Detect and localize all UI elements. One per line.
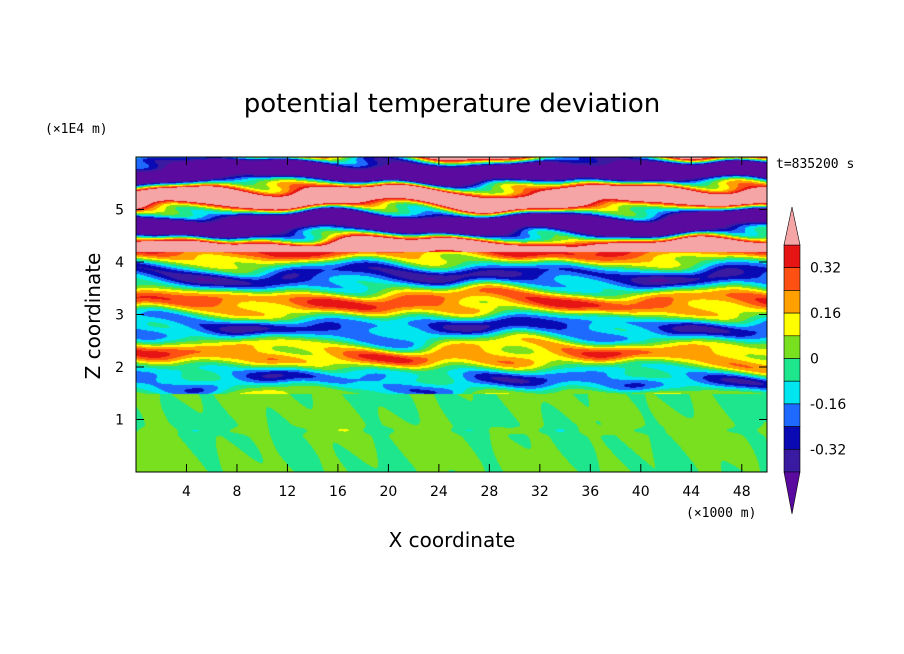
colorbar-bin bbox=[783, 335, 801, 359]
x-axis-ticks: 4 8 12 16 20 24 28 32 36 40 44 48 bbox=[182, 157, 751, 500]
y-tick-label: 4 bbox=[115, 255, 124, 271]
y-tick-label: 3 bbox=[115, 308, 124, 324]
x-tick-label: 20 bbox=[379, 484, 397, 500]
y-tick-label: 2 bbox=[115, 360, 124, 376]
colorbar-label: 0 bbox=[810, 352, 819, 368]
x-tick-label: 28 bbox=[480, 484, 498, 500]
colorbar-bin bbox=[783, 244, 801, 269]
colorbar-label: 0.32 bbox=[810, 261, 841, 277]
colorbar-bin bbox=[783, 267, 801, 291]
colorbar-bin bbox=[783, 290, 801, 314]
chart-title: potential temperature deviation bbox=[244, 89, 660, 119]
x-tick-label: 32 bbox=[531, 484, 549, 500]
contour-field-image bbox=[136, 157, 767, 472]
x-tick-label: 24 bbox=[430, 484, 448, 500]
colorbar-bin bbox=[783, 380, 801, 405]
y-tick-label: 5 bbox=[115, 203, 124, 219]
x-tick-label: 36 bbox=[581, 484, 599, 500]
colorbar-label: -0.16 bbox=[810, 397, 846, 413]
colorbar-max-arrow bbox=[783, 206, 801, 246]
colorbar-bin bbox=[783, 403, 801, 427]
colorbar: 0.32 0.16 0 -0.16 -0.32 bbox=[783, 206, 846, 515]
colorbar-min-arrow bbox=[783, 471, 801, 515]
x-tick-label: 44 bbox=[682, 484, 700, 500]
colorbar-bin bbox=[783, 312, 801, 337]
y-tick-label: 1 bbox=[115, 413, 124, 429]
y-axis-ticks: 1 2 3 4 5 bbox=[115, 203, 767, 429]
colorbar-bin bbox=[783, 358, 801, 382]
x-tick-label: 16 bbox=[329, 484, 347, 500]
colorbar-bin bbox=[783, 426, 801, 450]
y-unit-label: (×1E4 m) bbox=[45, 122, 108, 137]
x-tick-label: 48 bbox=[733, 484, 751, 500]
x-tick-label: 8 bbox=[232, 484, 241, 500]
x-tick-label: 40 bbox=[632, 484, 650, 500]
x-tick-label: 12 bbox=[279, 484, 297, 500]
colorbar-label: -0.32 bbox=[810, 442, 846, 458]
colorbar-bin bbox=[783, 448, 801, 473]
y-axis-label: Z coordinate bbox=[81, 253, 105, 380]
x-unit-label: (×1000 m) bbox=[686, 506, 756, 521]
colorbar-label: 0.16 bbox=[810, 306, 841, 322]
x-tick-label: 4 bbox=[182, 484, 191, 500]
x-axis-label: X coordinate bbox=[389, 528, 516, 552]
time-label: t=835200 s bbox=[776, 157, 854, 172]
contour-field bbox=[136, 157, 767, 472]
